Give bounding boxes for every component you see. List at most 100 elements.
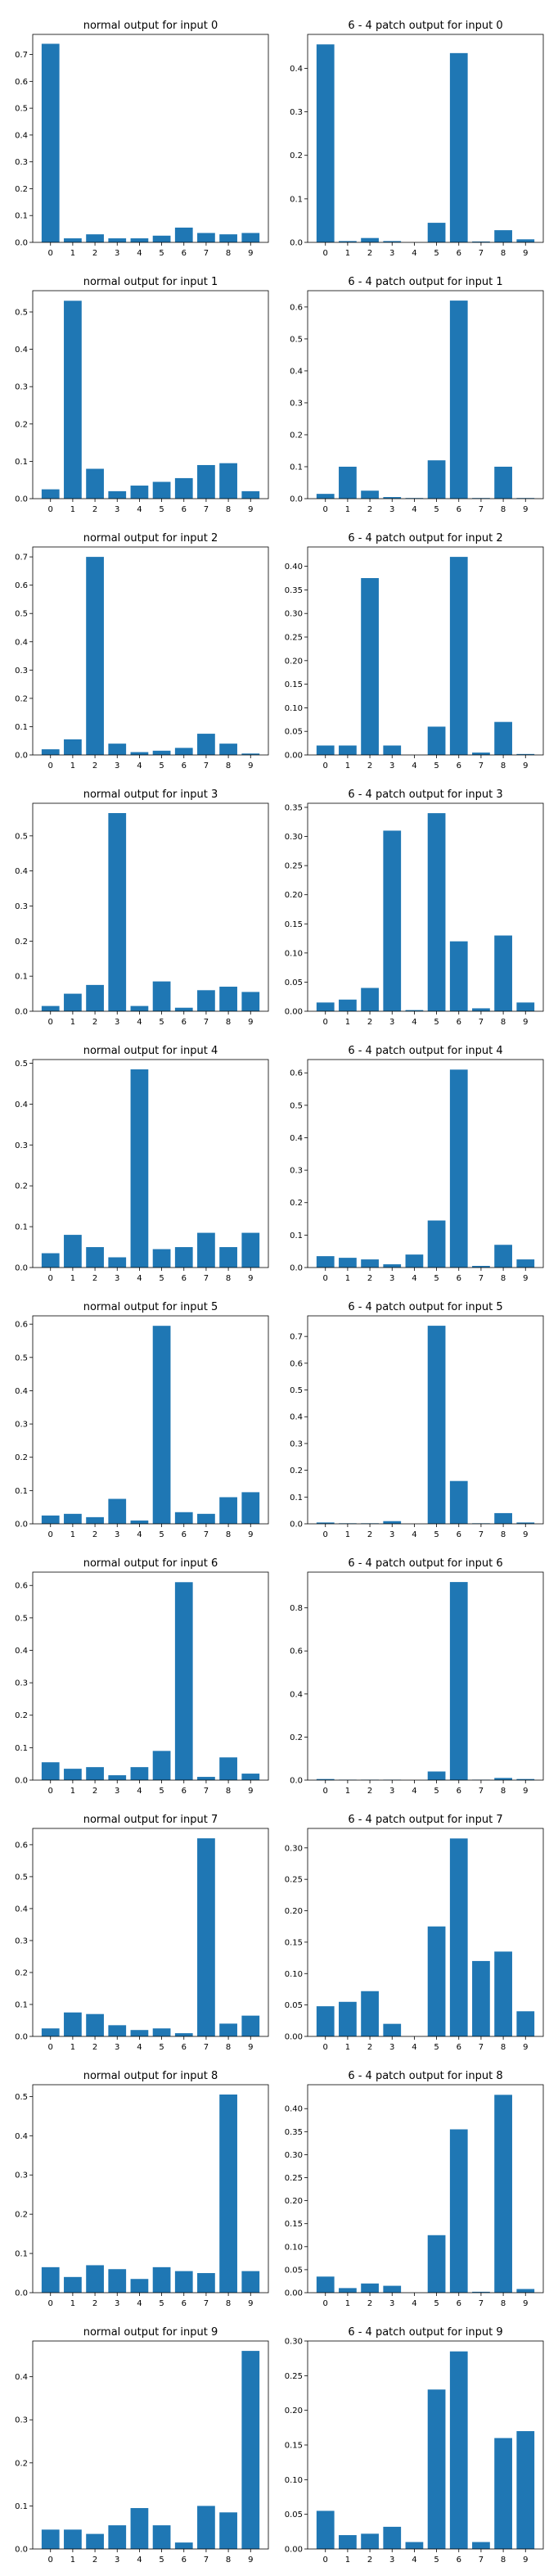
y-tick-label: 0.0 [15, 2289, 28, 2298]
y-tick-label: 0.35 [285, 803, 303, 812]
x-tick-label: 3 [389, 249, 394, 258]
y-tick-label: 0.35 [285, 2128, 303, 2137]
x-tick-label: 3 [389, 1274, 394, 1283]
bar-8 [219, 234, 237, 242]
bar-9 [516, 2431, 535, 2549]
y-tick-label: 0.4 [290, 1690, 303, 1699]
bar-2 [86, 2265, 104, 2293]
y-tick-label: 0.2 [15, 1182, 28, 1191]
x-tick-label: 4 [412, 2043, 416, 2052]
bar-8 [494, 230, 512, 242]
bar-3 [108, 1498, 127, 1524]
bar-0 [316, 494, 335, 499]
bar-0 [41, 1515, 60, 1524]
bar-6 [449, 1582, 468, 1780]
bar-8 [219, 1757, 237, 1780]
x-tick-label: 7 [479, 1274, 484, 1283]
y-tick-label: 0.20 [285, 2407, 303, 2416]
y-tick-label: 0.4 [15, 1905, 28, 1914]
x-tick-label: 2 [367, 2043, 372, 2052]
bar-7 [197, 1232, 215, 1268]
bar-3 [383, 2023, 402, 2036]
x-tick-label: 1 [345, 1530, 350, 1539]
x-tick-label: 9 [523, 249, 528, 258]
x-tick-label: 7 [479, 2043, 484, 2052]
bar-0 [316, 1522, 335, 1524]
bar-3 [108, 490, 127, 499]
x-tick-label: 4 [137, 2556, 142, 2565]
y-tick-label: 0.1 [290, 195, 303, 204]
x-tick-label: 7 [479, 249, 484, 258]
bar-5 [427, 2389, 446, 2549]
bar-5 [427, 726, 446, 755]
subplot-15: 6 - 4 patch output for input 7 0 1 2 3 4 5 6 7 8 9… [285, 1814, 544, 2052]
bar-3 [108, 238, 127, 242]
x-tick-label: 9 [523, 1787, 528, 1796]
bar-0 [41, 2529, 60, 2549]
y-tick-label: 0.6 [15, 1841, 28, 1850]
bar-7 [472, 2542, 490, 2549]
bar-4 [130, 2030, 149, 2036]
x-tick-label: 8 [226, 249, 231, 258]
x-tick-label: 5 [434, 249, 439, 258]
subplot-12: normal output for input 6 0 1 2 3 4 5 6 7 8 9 0.0 0.… [15, 1557, 269, 1796]
x-tick-label: 3 [115, 1530, 119, 1539]
bar-6 [449, 941, 468, 1011]
x-tick-label: 2 [367, 762, 372, 771]
subplot-11: 6 - 4 patch output for input 5 0 1 2 3 4 5 6 7 8 9… [290, 1301, 544, 1539]
x-tick-label: 6 [182, 2556, 187, 2565]
x-tick-label: 7 [479, 2299, 484, 2308]
x-tick-label: 8 [501, 1787, 506, 1796]
bar-3 [108, 812, 127, 1011]
x-tick-label: 4 [137, 2299, 142, 2308]
bar-6 [449, 1838, 468, 2036]
x-tick-label: 7 [479, 762, 484, 771]
subplot-10: normal output for input 5 0 1 2 3 4 5 6 7 8 9 0.0 0.… [15, 1301, 269, 1539]
y-tick-label: 0.1 [15, 458, 28, 467]
subplot-1: 6 - 4 patch output for input 0 0 1 2 3 4 5 6 7 8 9… [290, 20, 544, 258]
y-tick-label: 0.1 [15, 1487, 28, 1496]
y-tick-label: 0.7 [290, 1333, 303, 1342]
y-tick-label: 0.3 [15, 158, 28, 167]
bar-8 [494, 721, 512, 755]
x-tick-label: 3 [389, 2556, 394, 2565]
x-tick-label: 9 [523, 1018, 528, 1027]
y-tick-label: 0.10 [285, 949, 303, 958]
bar-3 [108, 2525, 127, 2549]
bar-6 [174, 2271, 193, 2293]
x-tick-label: 4 [412, 2556, 416, 2565]
y-tick-label: 0.2 [290, 151, 303, 160]
subplot-5: 6 - 4 patch output for input 2 0 1 2 3 4 5 6 7 8 9… [285, 532, 544, 771]
x-tick-label: 3 [389, 762, 394, 771]
bar-1 [64, 1235, 82, 1268]
subplot-9: 6 - 4 patch output for input 4 0 1 2 3 4 5 6 7 8 9… [290, 1045, 544, 1283]
x-tick-label: 2 [92, 762, 97, 771]
x-tick-label: 6 [457, 2299, 461, 2308]
y-tick-label: 0.1 [15, 2502, 28, 2511]
y-tick-label: 0.00 [285, 2546, 303, 2555]
x-tick-label: 5 [434, 505, 439, 514]
y-tick-label: 0.3 [290, 399, 303, 408]
y-tick-label: 0.10 [285, 2243, 303, 2252]
x-tick-label: 4 [412, 1787, 416, 1796]
x-tick-label: 5 [159, 2299, 164, 2308]
bar-1 [339, 2288, 357, 2293]
chart-title: normal output for input 7 [83, 1814, 218, 1826]
x-tick-label: 1 [345, 1274, 350, 1283]
y-tick-label: 0.8 [290, 1604, 303, 1613]
y-tick-label: 0.20 [285, 891, 303, 900]
x-tick-label: 4 [137, 1787, 142, 1796]
x-tick-label: 8 [501, 1274, 506, 1283]
x-tick-label: 8 [501, 762, 506, 771]
x-tick-label: 7 [204, 1787, 209, 1796]
bar-1 [64, 2012, 82, 2036]
bar-4 [130, 1069, 149, 1268]
y-tick-label: 0.3 [15, 1421, 28, 1430]
bar-6 [174, 1582, 193, 1780]
x-tick-label: 0 [323, 1787, 328, 1796]
y-tick-label: 0.0 [290, 1777, 303, 1786]
bar-7 [197, 233, 215, 242]
x-tick-label: 0 [323, 505, 328, 514]
bar-8 [219, 2023, 237, 2036]
x-tick-label: 9 [248, 2043, 253, 2052]
